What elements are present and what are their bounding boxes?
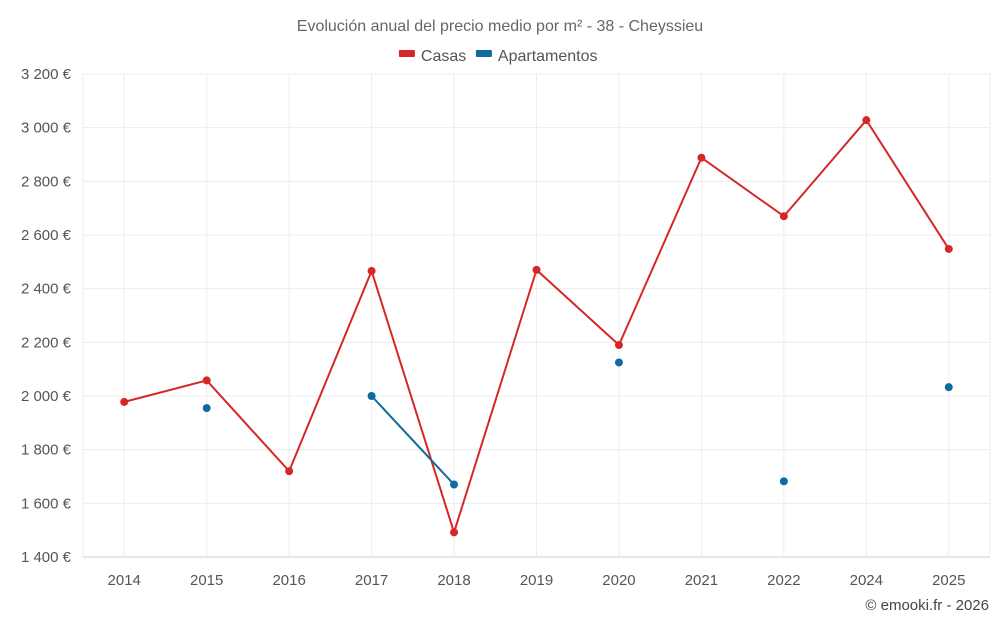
y-tick-label: 1 600 € [21, 495, 72, 512]
data-point[interactable] [532, 265, 541, 274]
data-point[interactable] [862, 116, 871, 125]
x-tick-label: 2019 [520, 572, 553, 589]
data-point[interactable] [285, 467, 294, 476]
legend-label: Apartamentos [498, 48, 598, 65]
legend-swatch [475, 50, 492, 57]
legend-item-apartamentos[interactable]: Apartamentos [475, 48, 598, 65]
y-tick-label: 3 200 € [21, 66, 72, 83]
data-point[interactable] [202, 376, 211, 385]
y-tick-label: 3 000 € [21, 120, 72, 137]
x-tick-label: 2015 [190, 572, 223, 589]
data-point[interactable] [202, 404, 211, 413]
x-tick-label: 2021 [685, 572, 718, 589]
x-axis: 2014 2015 2016 2017 2018 2019 2020 2021 2022 2024… [108, 572, 966, 589]
data-point[interactable] [614, 341, 623, 350]
x-tick-label: 2016 [272, 572, 305, 589]
data-point[interactable] [697, 153, 706, 162]
x-tick-label: 2025 [932, 572, 965, 589]
chart-title: Evolución anual del precio medio por m² … [297, 18, 703, 35]
series-apartamentos [202, 358, 953, 489]
data-point[interactable] [614, 358, 623, 367]
data-point[interactable] [944, 244, 953, 253]
data-point[interactable] [450, 480, 459, 489]
y-tick-label: 2 400 € [21, 281, 72, 298]
data-point[interactable] [367, 266, 376, 275]
x-tick-label: 2018 [437, 572, 470, 589]
legend-label: Casas [421, 48, 466, 65]
data-point[interactable] [450, 528, 459, 537]
y-axis: 1 400 € 1 600 € 1 800 € 2 000 € 2 200 € 2 400… [21, 66, 72, 566]
y-tick-label: 2 000 € [21, 388, 72, 405]
y-tick-label: 1 400 € [21, 549, 72, 566]
grid [82, 73, 991, 558]
legend-swatch [398, 50, 415, 57]
legend: Casas Apartamentos [398, 48, 598, 65]
series-line [370, 395, 455, 486]
x-tick-label: 2024 [850, 572, 883, 589]
x-tick-label: 2022 [767, 572, 800, 589]
data-point[interactable] [944, 383, 953, 392]
credit-text: © emooki.fr - 2026 [865, 597, 989, 614]
x-tick-label: 2014 [108, 572, 141, 589]
data-point[interactable] [367, 392, 376, 400]
series-layer [120, 116, 953, 537]
y-tick-label: 2 600 € [21, 227, 72, 244]
y-tick-label: 2 200 € [21, 334, 72, 351]
data-point[interactable] [779, 212, 788, 221]
data-point[interactable] [120, 397, 129, 406]
data-point[interactable] [779, 477, 788, 486]
y-tick-label: 2 800 € [21, 173, 72, 190]
legend-item-casas[interactable]: Casas [398, 48, 466, 65]
series-casas [120, 116, 953, 537]
x-tick-label: 2020 [602, 572, 635, 589]
y-tick-label: 1 800 € [21, 442, 72, 459]
x-tick-label: 2017 [355, 572, 388, 589]
